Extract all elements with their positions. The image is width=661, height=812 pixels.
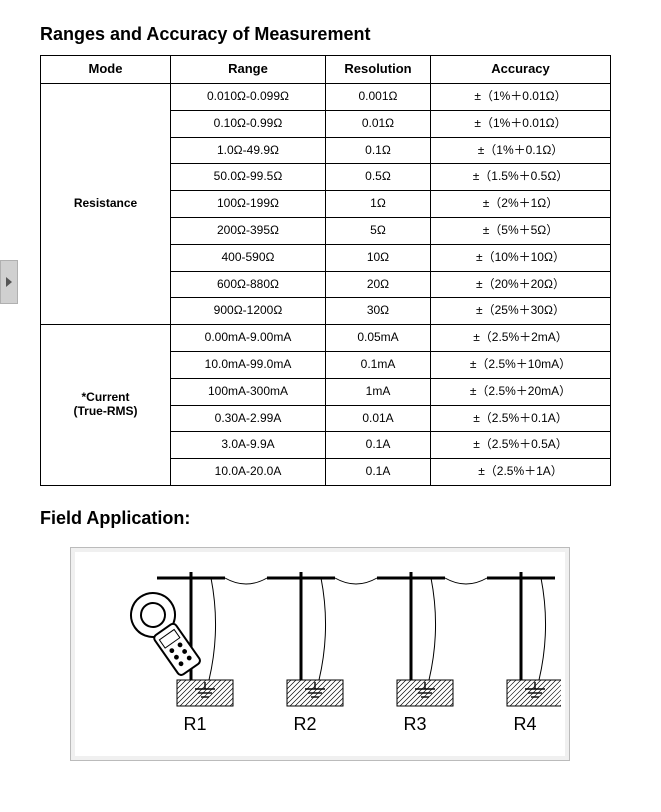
cell-range: 600Ω-880Ω bbox=[171, 271, 326, 298]
cell-accuracy: ±（10%＋10Ω） bbox=[431, 244, 611, 271]
mode-cell-resistance: Resistance bbox=[41, 83, 171, 324]
cell-accuracy: ±（2.5%＋10mA） bbox=[431, 351, 611, 378]
cell-range: 100mA-300mA bbox=[171, 378, 326, 405]
cell-accuracy: ±（2%＋1Ω） bbox=[431, 191, 611, 218]
cell-range: 0.10Ω-0.99Ω bbox=[171, 110, 326, 137]
cell-accuracy: ±（2.5%＋0.1A） bbox=[431, 405, 611, 432]
heading-field-application: Field Application: bbox=[40, 508, 631, 529]
cell-resolution: 0.1mA bbox=[326, 351, 431, 378]
col-header-mode: Mode bbox=[41, 56, 171, 84]
cell-resolution: 0.1A bbox=[326, 459, 431, 486]
cell-resolution: 0.001Ω bbox=[326, 83, 431, 110]
cell-resolution: 0.01A bbox=[326, 405, 431, 432]
cell-range: 200Ω-395Ω bbox=[171, 217, 326, 244]
cell-accuracy: ±（20%＋20Ω） bbox=[431, 271, 611, 298]
cell-accuracy: ±（2.5%＋20mA） bbox=[431, 378, 611, 405]
cell-resolution: 0.1A bbox=[326, 432, 431, 459]
left-expand-handle[interactable] bbox=[0, 260, 18, 304]
cell-range: 100Ω-199Ω bbox=[171, 191, 326, 218]
cell-range: 0.30A-2.99A bbox=[171, 405, 326, 432]
cell-range: 50.0Ω-99.5Ω bbox=[171, 164, 326, 191]
mode-cell-current: *Current (True-RMS) bbox=[41, 325, 171, 486]
cell-accuracy: ±（1%＋0.01Ω） bbox=[431, 110, 611, 137]
cell-accuracy: ±（2.5%＋2mA） bbox=[431, 325, 611, 352]
cell-resolution: 1mA bbox=[326, 378, 431, 405]
cell-resolution: 5Ω bbox=[326, 217, 431, 244]
cell-accuracy: ±（1%＋0.01Ω） bbox=[431, 83, 611, 110]
cell-resolution: 10Ω bbox=[326, 244, 431, 271]
cell-resolution: 0.01Ω bbox=[326, 110, 431, 137]
cell-range: 0.010Ω-0.099Ω bbox=[171, 83, 326, 110]
cell-range: 10.0mA-99.0mA bbox=[171, 351, 326, 378]
diagram-svg: R1 R2 R3 R4 bbox=[81, 560, 561, 745]
svg-text:R4: R4 bbox=[513, 714, 536, 734]
cell-accuracy: ±（2.5%＋0.5A） bbox=[431, 432, 611, 459]
table-header-row: Mode Range Resolution Accuracy bbox=[41, 56, 611, 84]
cell-accuracy: ±（25%＋30Ω） bbox=[431, 298, 611, 325]
col-header-range: Range bbox=[171, 56, 326, 84]
cell-resolution: 0.5Ω bbox=[326, 164, 431, 191]
cell-range: 10.0A-20.0A bbox=[171, 459, 326, 486]
field-application-diagram: R1 R2 R3 R4 bbox=[70, 547, 570, 761]
svg-text:R2: R2 bbox=[293, 714, 316, 734]
cell-accuracy: ±（2.5%＋1A） bbox=[431, 459, 611, 486]
cell-range: 400-590Ω bbox=[171, 244, 326, 271]
spec-table: Mode Range Resolution Accuracy Resistanc… bbox=[40, 55, 611, 486]
table-row: Resistance 0.010Ω-0.099Ω 0.001Ω ±（1%＋0.0… bbox=[41, 83, 611, 110]
col-header-resolution: Resolution bbox=[326, 56, 431, 84]
table-row: *Current (True-RMS) 0.00mA-9.00mA 0.05mA… bbox=[41, 325, 611, 352]
cell-resolution: 0.1Ω bbox=[326, 137, 431, 164]
cell-accuracy: ±（1%＋0.1Ω） bbox=[431, 137, 611, 164]
cell-accuracy: ±（1.5%＋0.5Ω） bbox=[431, 164, 611, 191]
cell-resolution: 1Ω bbox=[326, 191, 431, 218]
heading-ranges: Ranges and Accuracy of Measurement bbox=[40, 24, 631, 45]
col-header-accuracy: Accuracy bbox=[431, 56, 611, 84]
cell-range: 3.0A-9.9A bbox=[171, 432, 326, 459]
cell-resolution: 0.05mA bbox=[326, 325, 431, 352]
cell-range: 900Ω-1200Ω bbox=[171, 298, 326, 325]
cell-range: 0.00mA-9.00mA bbox=[171, 325, 326, 352]
svg-text:R1: R1 bbox=[183, 714, 206, 734]
cell-range: 1.0Ω-49.9Ω bbox=[171, 137, 326, 164]
cell-resolution: 30Ω bbox=[326, 298, 431, 325]
table-body: Resistance 0.010Ω-0.099Ω 0.001Ω ±（1%＋0.0… bbox=[41, 83, 611, 485]
svg-text:R3: R3 bbox=[403, 714, 426, 734]
cell-resolution: 20Ω bbox=[326, 271, 431, 298]
cell-accuracy: ±（5%＋5Ω） bbox=[431, 217, 611, 244]
